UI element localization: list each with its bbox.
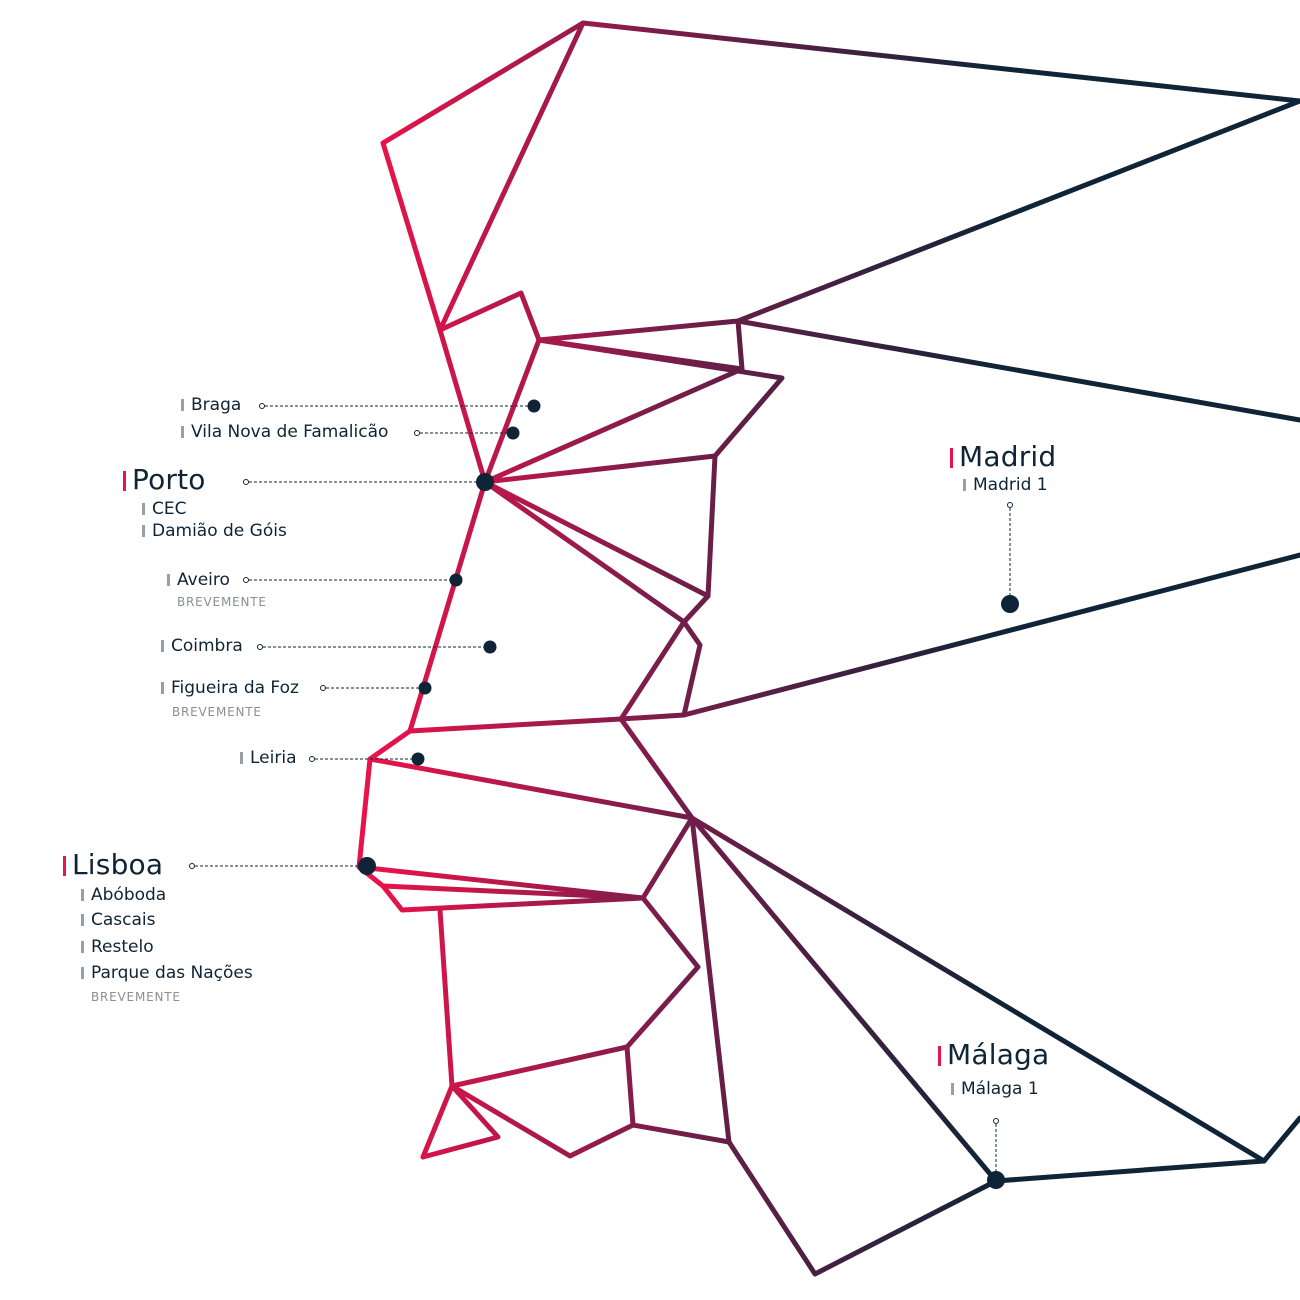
figueira-marker-dot[interactable] xyxy=(418,681,432,695)
lisboa-marker-dot[interactable] xyxy=(358,857,376,875)
aveiro-marker-dot[interactable] xyxy=(449,573,463,587)
coimbra-marker-dot[interactable] xyxy=(483,640,497,654)
famalicao-label[interactable]: Vila Nova de Famalicão xyxy=(181,424,388,441)
aveiro-status-badge: BREVEMENTE xyxy=(177,595,267,609)
porto-title[interactable]: Porto xyxy=(123,466,206,494)
label-marker-bar xyxy=(142,503,145,515)
porto-school-damiao-de-gois[interactable]: Damião de Góis xyxy=(142,523,287,540)
madrid-school-1[interactable]: Madrid 1 xyxy=(963,477,1048,494)
malaga-school-1[interactable]: Málaga 1 xyxy=(951,1081,1039,1098)
map-network-lines xyxy=(356,20,1300,1277)
lisboa-title[interactable]: Lisboa xyxy=(63,851,163,879)
label-marker-bar xyxy=(951,1083,954,1095)
label-marker-bar xyxy=(181,399,184,411)
braga-marker-dot[interactable] xyxy=(527,399,541,413)
city-marker-bar xyxy=(63,856,66,876)
coimbra-label[interactable]: Coimbra xyxy=(161,638,243,655)
label-marker-bar xyxy=(81,914,84,926)
label-marker-bar xyxy=(81,889,84,901)
leader-lines xyxy=(195,405,1011,1180)
figueira-status-badge: BREVEMENTE xyxy=(172,705,262,719)
braga-label[interactable]: Braga xyxy=(181,397,241,414)
label-marker-bar xyxy=(181,426,184,438)
famalicao-marker-dot[interactable] xyxy=(506,426,520,440)
label-marker-bar xyxy=(963,479,966,491)
aveiro-label[interactable]: Aveiro xyxy=(167,572,230,589)
label-marker-bar xyxy=(142,525,145,537)
malaga-title[interactable]: Málaga xyxy=(938,1041,1049,1069)
label-marker-bar xyxy=(240,752,243,764)
lisboa-school-aboboda[interactable]: Abóboda xyxy=(81,887,166,904)
label-marker-bar xyxy=(161,682,164,694)
lisboa-school-cascais[interactable]: Cascais xyxy=(81,912,156,929)
lisboa-status-badge: BREVEMENTE xyxy=(91,990,181,1004)
label-marker-bar xyxy=(167,574,170,586)
label-marker-bar xyxy=(81,941,84,953)
porto-marker-dot[interactable] xyxy=(476,473,494,491)
city-marker-bar xyxy=(123,471,126,491)
madrid-title[interactable]: Madrid xyxy=(950,443,1056,471)
madrid-marker-dot[interactable] xyxy=(1001,595,1019,613)
city-marker-bar xyxy=(938,1046,941,1066)
leiria-marker-dot[interactable] xyxy=(411,752,425,766)
porto-school-cec[interactable]: CEC xyxy=(142,501,186,518)
label-marker-bar xyxy=(81,967,84,979)
figueira-label[interactable]: Figueira da Foz xyxy=(161,680,299,697)
malaga-marker-dot[interactable] xyxy=(987,1171,1005,1189)
lisboa-school-parque-das-nacoes[interactable]: Parque das Nações xyxy=(81,965,253,982)
leiria-label[interactable]: Leiria xyxy=(240,750,296,767)
city-marker-bar xyxy=(950,448,953,468)
leader-start-circles xyxy=(189,403,1013,1124)
label-marker-bar xyxy=(161,640,164,652)
lisboa-school-restelo[interactable]: Restelo xyxy=(81,939,154,956)
